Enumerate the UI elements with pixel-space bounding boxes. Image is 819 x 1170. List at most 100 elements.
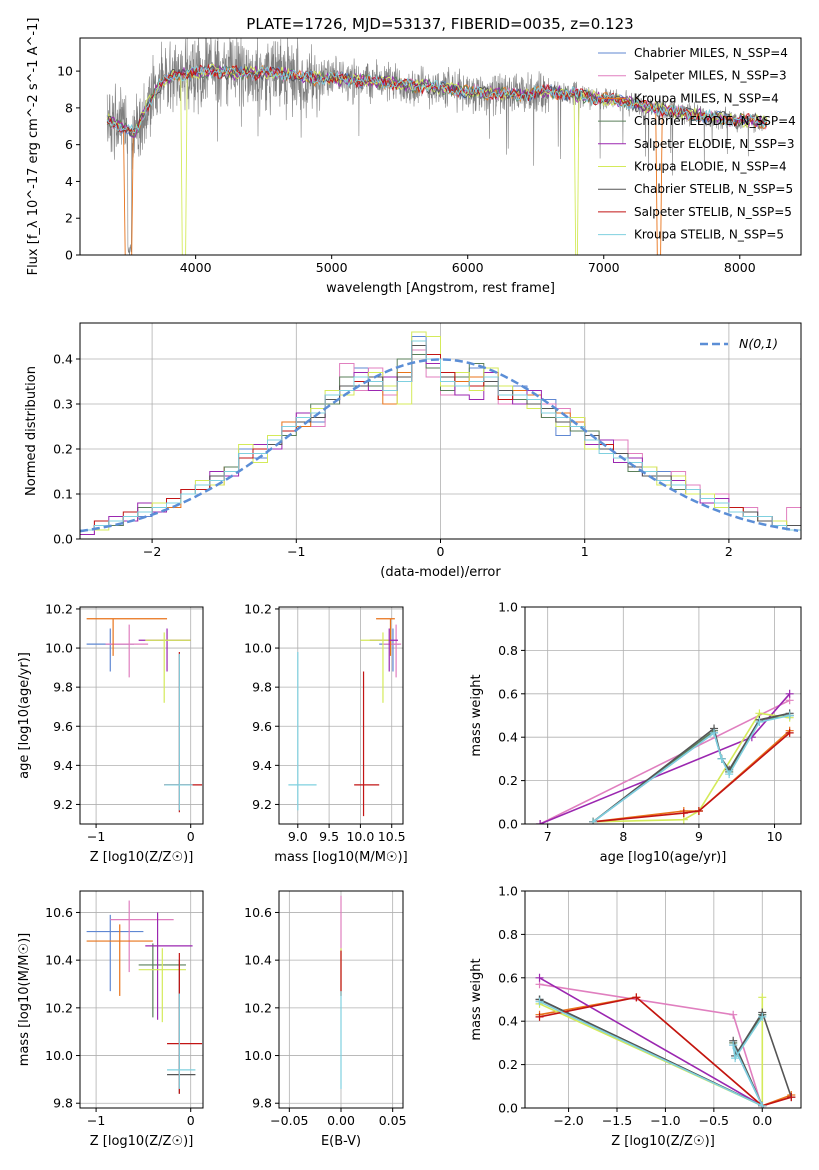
- weight-line-6: [592, 712, 790, 823]
- x-axis-label: Z [log10(Z/Z☉)]: [90, 1134, 194, 1149]
- spectrum-legend: Chabrier MILES, N_SSP=4 Salpeter MILES, N…: [598, 46, 796, 242]
- panel-mass-vs-EBV: −0.05 0.00 0.05 9.8 10.0 10.2 10.4 10.6 E(B-V): [244, 890, 407, 1149]
- x-tick-label: 10: [767, 829, 783, 844]
- legend-entry-6: Chabrier STELIB, N_SSP=5: [634, 182, 793, 196]
- legend-entry-2: Kroupa MILES, N_SSP=4: [634, 91, 779, 105]
- normal-curve: [80, 358, 799, 533]
- x-tick-label: 5000: [316, 260, 348, 275]
- y-tick-label: 0.8: [498, 927, 518, 942]
- weight-marker: [679, 809, 688, 818]
- weight-marker: [758, 1101, 767, 1108]
- plot-area: [86, 900, 203, 1094]
- x-tick-label: 0: [187, 1113, 195, 1128]
- weight-marker: [785, 689, 794, 698]
- x-tick-label: 10.0: [346, 829, 374, 844]
- x-tick-label: 8: [619, 829, 627, 844]
- x-tick-label: 0: [437, 544, 445, 559]
- x-tick-label: 7000: [588, 260, 620, 275]
- legend-entry-5: Kroupa ELODIE, N_SSP=4: [634, 160, 787, 174]
- weight-line-2: [593, 730, 791, 823]
- axes-frame: [524, 606, 802, 825]
- x-axis-label: Z [log10(Z/Z☉)]: [90, 850, 194, 865]
- x-tick-label: 0.05: [379, 1113, 407, 1128]
- x-tick-label: −1: [87, 1113, 105, 1128]
- weight-marker: [729, 1041, 738, 1050]
- panel-age-vs-Z: −1 0 9.2 9.4 9.6 9.8 10.0 10.2 Z [log10(Z/Z☉)] ag…: [17, 601, 204, 865]
- y-axis-label: mass [log10(M/M☉)]: [17, 933, 32, 1066]
- x-tick-label: −1.0: [650, 1113, 680, 1128]
- plot-area: [80, 331, 801, 539]
- x-tick-label: 6000: [452, 260, 484, 275]
- y-axis-label: Flux [f_λ 10^-17 erg cm^-2 s^-1 A^-1]: [26, 18, 41, 276]
- x-tick-label: 1: [581, 544, 589, 559]
- weight-line-1: [539, 699, 791, 824]
- weight-marker: [694, 806, 703, 815]
- weight-marker: [536, 820, 545, 824]
- x-tick-label: 0: [187, 829, 195, 844]
- axes-frame: [79, 606, 204, 825]
- axes-frame: [524, 890, 802, 1109]
- y-tick-label: 1.0: [498, 884, 518, 899]
- y-axis-label: age [log10(age/yr)]: [17, 652, 32, 779]
- y-tick-label: 10.2: [244, 601, 272, 616]
- weight-line-3: [592, 714, 790, 823]
- weight-marker: [535, 997, 544, 1006]
- y-tick-label: 10.4: [45, 953, 73, 968]
- y-tick-label: 10.0: [45, 641, 73, 656]
- weight-line-7: [539, 996, 792, 1107]
- y-tick-label: 9.8: [252, 1096, 272, 1111]
- panel-mass-vs-Z: −1 0 9.8 10.0 10.2 10.4 10.6 Z [log10(Z/Z☉)] mas…: [17, 890, 204, 1149]
- weight-marker: [710, 728, 719, 737]
- y-tick-label: 10.0: [45, 1048, 73, 1063]
- x-tick-label: −1: [287, 544, 305, 559]
- y-axis-label: mass weight: [469, 674, 484, 756]
- panel-massweight-vs-age: 7 8 9 10 0.0 0.2 0.4 0.6 0.8 1.0 age [log10(age/yr…: [469, 600, 802, 865]
- weight-marker: [755, 718, 764, 727]
- legend-entry-3: Chabrier ELODIE, N_SSP=4: [634, 114, 796, 128]
- x-tick-label: 9: [695, 829, 703, 844]
- y-axis-label: mass weight: [469, 958, 484, 1040]
- x-axis-label: E(B-V): [321, 1134, 361, 1149]
- legend-entry-1: Salpeter MILES, N_SSP=3: [634, 69, 787, 83]
- y-tick-label: 4: [65, 174, 73, 189]
- y-axis-label: Normed distribution: [24, 366, 39, 496]
- y-tick-label: 9.6: [252, 719, 272, 734]
- y-tick-label: 0.4: [498, 1014, 518, 1029]
- y-tick-label: 10.2: [45, 601, 73, 616]
- x-axis-label: Z [log10(Z/Z☉)]: [611, 1134, 715, 1149]
- weight-line-4: [539, 693, 791, 824]
- legend-entry-0: Chabrier MILES, N_SSP=4: [634, 46, 788, 60]
- plot-area: [86, 618, 203, 813]
- axes-frame: [79, 37, 802, 256]
- y-tick-label: 9.4: [53, 758, 73, 773]
- plot-area: [535, 973, 796, 1108]
- weight-marker: [725, 770, 734, 779]
- x-tick-label: 0.00: [327, 1113, 355, 1128]
- y-tick-label: 0.6: [498, 970, 518, 985]
- y-tick-label: 0.3: [53, 397, 73, 412]
- legend-entry-4: Salpeter ELODIE, N_SSP=3: [634, 137, 795, 151]
- y-tick-label: 9.2: [53, 797, 73, 812]
- y-tick-label: 0.2: [53, 442, 73, 457]
- x-tick-label: 9.5: [319, 829, 339, 844]
- y-tick-label: 0.0: [498, 817, 518, 832]
- weight-line-5: [593, 712, 790, 823]
- y-tick-label: 0.1: [53, 487, 73, 502]
- x-tick-label: 2: [725, 544, 733, 559]
- y-tick-label: 10.2: [45, 1000, 73, 1015]
- x-tick-label: −1: [87, 829, 105, 844]
- y-tick-label: 0.0: [498, 1101, 518, 1116]
- y-tick-label: 10.0: [244, 641, 272, 656]
- x-tick-label: −0.5: [699, 1113, 729, 1128]
- weight-marker: [729, 1010, 738, 1019]
- y-tick-label: 9.8: [53, 680, 73, 695]
- weight-marker: [787, 1093, 796, 1102]
- x-axis-label: (data-model)/error: [380, 565, 501, 580]
- weight-line-8: [592, 714, 790, 823]
- y-tick-label: 10.6: [244, 905, 272, 920]
- weight-line-7: [593, 732, 791, 823]
- legend-entry-normal: N(0,1): [739, 336, 778, 351]
- model-line-5: [106, 63, 768, 255]
- x-tick-label: 8000: [724, 260, 756, 275]
